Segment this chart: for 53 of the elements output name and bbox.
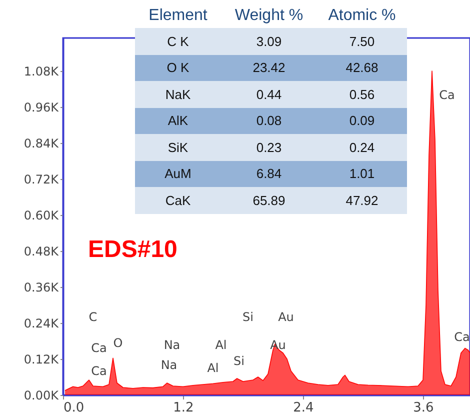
annotation: 6.84 — [221, 160, 317, 187]
annotation: 42.68 — [317, 54, 407, 81]
annotation: Na — [164, 338, 180, 352]
annotation: 0.08 — [221, 108, 317, 134]
y-tick-label: 0.24K — [24, 316, 60, 330]
annotation: 47.92 — [317, 187, 407, 214]
annotation: CaK — [135, 187, 221, 214]
annotation: 7.50 — [317, 28, 407, 54]
y-tick-label: 0.96K — [24, 100, 60, 114]
y-tick-label: 0.48K — [24, 244, 60, 258]
annotation: 0.44 — [221, 81, 317, 108]
annotation: O — [113, 336, 123, 350]
annotation: AuM — [135, 160, 221, 187]
annotation: 3.09 — [221, 28, 317, 54]
annotation: Na — [160, 358, 178, 372]
annotation: AlK — [135, 108, 221, 134]
annotation: 0.24 — [317, 134, 407, 160]
y-tick-label: 0.36K — [24, 280, 60, 294]
annotation: Si — [234, 354, 244, 368]
y-tick-label: 0.72K — [24, 172, 60, 186]
annotation: Ca — [454, 330, 470, 344]
y-tick-label: 0.00K — [24, 388, 60, 402]
text: Atomic % — [328, 7, 396, 24]
annotation: Si — [242, 310, 254, 324]
annotation: Au — [270, 338, 286, 352]
x-tick-label: 2.4 — [293, 400, 314, 412]
annotation: C K — [135, 28, 221, 54]
annotation: SiK — [135, 134, 221, 160]
text: Weight % — [234, 7, 304, 24]
text: Element — [148, 7, 208, 24]
annotation: C — [88, 310, 98, 324]
annotation: Al — [207, 361, 219, 375]
x-tick-label: 1.2 — [173, 400, 194, 412]
annotation: Al — [215, 338, 227, 352]
annotation: 0.56 — [317, 81, 407, 108]
annotation: Ca — [439, 88, 455, 102]
annotation: O K — [135, 54, 221, 81]
annotation: 0.23 — [221, 134, 317, 160]
annotation: 65.89 — [221, 187, 317, 214]
y-tick-label: 0.60K — [24, 208, 60, 222]
annotation: 0.09 — [317, 108, 407, 134]
annotation: Au — [278, 310, 294, 324]
x-tick-label: 0.0 — [64, 400, 84, 412]
y-tick-label: 1.08K — [24, 64, 60, 78]
annotation: Ca — [91, 364, 107, 378]
annotation: 1.01 — [317, 160, 407, 187]
y-tick-label: 0.12K — [24, 352, 60, 366]
annotation: EDS#10 — [88, 236, 178, 264]
x-tick-label: 3.6 — [413, 400, 434, 412]
annotation: NaK — [135, 81, 221, 108]
annotation: Ca — [91, 341, 107, 355]
y-tick-label: 0.84K — [24, 136, 60, 150]
annotation: 23.42 — [221, 54, 317, 81]
